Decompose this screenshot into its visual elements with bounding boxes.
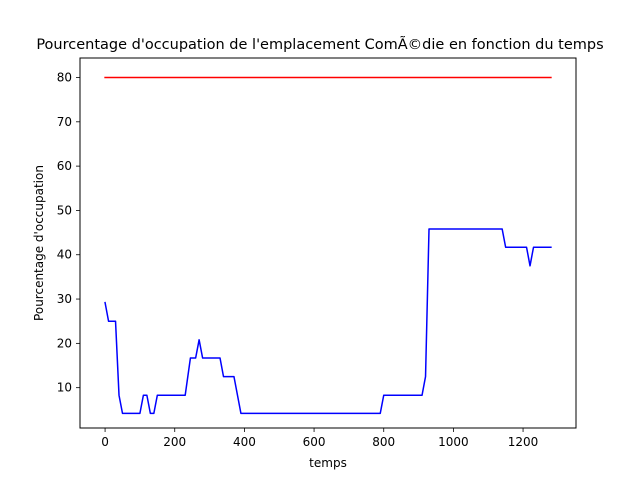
y-tick-label: 20 [57,336,72,350]
x-tick-label: 1200 [508,435,539,449]
x-axis-label: temps [309,456,347,470]
x-tick-label: 200 [163,435,186,449]
x-tick-label: 1000 [438,435,469,449]
x-tick-label: 800 [372,435,395,449]
y-axis-label: Pourcentage d'occupation [32,165,46,321]
chart-title: Pourcentage d'occupation de l'emplacemen… [36,36,603,53]
y-tick-label: 60 [57,159,72,173]
y-tick-label: 70 [57,115,72,129]
x-tick-label: 0 [101,435,109,449]
y-tick-label: 10 [57,381,72,395]
x-axis: 0 200 400 600 800 1000 1200 [101,428,538,449]
y-axis: 10 20 30 40 50 60 70 80 [57,70,80,395]
x-tick-label: 400 [233,435,256,449]
x-tick-label: 600 [303,435,326,449]
y-tick-label: 50 [57,203,72,217]
y-tick-label: 80 [57,70,72,84]
occupation-series-line [104,228,552,415]
plot-area [104,76,552,415]
axes-frame [79,57,577,429]
y-tick-label: 30 [57,292,72,306]
y-tick-label: 40 [57,248,72,262]
